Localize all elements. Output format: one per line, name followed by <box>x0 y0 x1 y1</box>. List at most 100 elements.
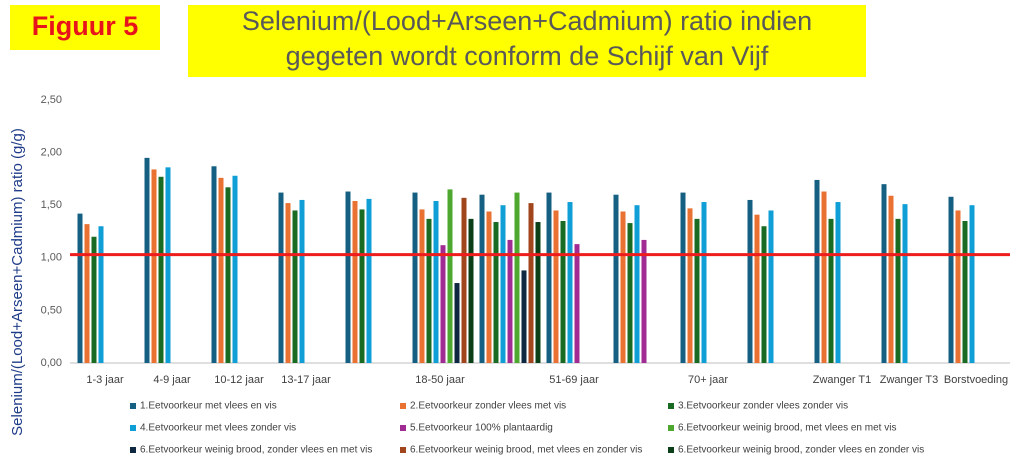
bar <box>634 205 640 363</box>
bar <box>761 226 767 363</box>
x-tick-label: Zwanger T1 <box>813 374 872 386</box>
legend-swatch <box>400 403 406 409</box>
bar <box>620 211 626 363</box>
bar <box>627 223 633 363</box>
bar <box>835 202 841 363</box>
bar <box>747 199 753 363</box>
bar <box>419 209 425 363</box>
x-tick-label: 4-9 jaar <box>153 374 191 386</box>
bar <box>98 226 104 363</box>
x-tick-label: 51-69 jaar <box>549 374 599 386</box>
x-tick-label: 18-50 jaar <box>415 374 465 386</box>
bar <box>521 270 527 363</box>
y-tick-label: 0,50 <box>41 304 62 316</box>
bar <box>84 224 90 363</box>
bar <box>486 211 492 363</box>
bar <box>479 194 485 363</box>
legend-label: 3.Eetvoorkeur zonder vlees zonder vis <box>678 401 848 412</box>
y-tick-label: 1,50 <box>41 199 62 211</box>
bar <box>165 167 171 363</box>
bar <box>359 209 365 363</box>
legend-label: 6.Eetvoorkeur weinig brood, zonder vlees… <box>140 445 372 456</box>
bar <box>218 177 224 363</box>
y-tick-label: 0,00 <box>41 357 62 369</box>
bar <box>211 166 217 363</box>
bar <box>821 191 827 363</box>
bar <box>77 213 83 363</box>
x-tick-label: 10-12 jaar <box>214 374 264 386</box>
bar <box>888 195 894 363</box>
legend-swatch <box>130 447 136 453</box>
bar <box>151 169 157 363</box>
bar <box>574 244 580 363</box>
bar <box>461 197 467 363</box>
legend-swatch <box>130 425 136 431</box>
bar <box>440 245 446 363</box>
bar <box>567 202 573 363</box>
x-tick-label: Zwanger T3 <box>880 374 939 386</box>
legend-label: 4.Eetvoorkeur met vlees zonder vis <box>140 423 296 434</box>
x-tick-label: 70+ jaar <box>688 374 728 386</box>
bar <box>352 200 358 363</box>
bar <box>895 218 901 363</box>
bar <box>902 204 908 363</box>
y-tick-label: 2,50 <box>41 94 62 106</box>
legend-label: 6.Eetvoorkeur weinig brood, met vlees en… <box>410 445 642 456</box>
bar <box>613 194 619 363</box>
bar <box>680 192 686 363</box>
bar <box>687 208 693 363</box>
bar <box>514 192 520 363</box>
legend-label: 6.Eetvoorkeur weinig brood, met vlees en… <box>678 423 896 434</box>
legend-label: 5.Eetvoorkeur 100% plantaardig <box>410 423 553 434</box>
bar <box>754 214 760 363</box>
legend-label: 6.Eetvoorkeur weinig brood, zonder vlees… <box>678 445 924 456</box>
badge-box <box>10 5 160 50</box>
bar <box>507 239 513 363</box>
x-tick-label: 1-3 jaar <box>86 374 124 386</box>
bar <box>433 200 439 363</box>
legend-label: 2.Eetvoorkeur zonder vlees met vis <box>410 401 566 412</box>
bar <box>560 220 566 363</box>
bar <box>553 210 559 363</box>
x-tick-label: Borstvoeding <box>944 374 1008 386</box>
bar <box>948 196 954 363</box>
bar <box>158 176 164 363</box>
bar <box>969 205 975 363</box>
bar <box>962 220 968 363</box>
bar <box>232 175 238 363</box>
legend-swatch <box>400 425 406 431</box>
legend-swatch <box>130 403 136 409</box>
bar <box>828 218 834 363</box>
bar <box>292 210 298 363</box>
bar <box>285 203 291 363</box>
bar <box>535 222 541 363</box>
bar <box>454 283 460 363</box>
bar <box>881 184 887 363</box>
bar <box>468 218 474 363</box>
bar <box>500 205 506 363</box>
chart-title: Selenium/(Lood+Arseen+Cadmium) ratio ind… <box>242 6 812 36</box>
bar <box>91 236 97 363</box>
bar <box>814 179 820 363</box>
bar <box>694 218 700 363</box>
y-tick-label: 2,00 <box>41 147 62 159</box>
y-tick-label: 1,00 <box>41 252 62 264</box>
bar <box>225 187 231 363</box>
bar <box>493 222 499 363</box>
bar <box>366 198 372 363</box>
bar <box>345 191 351 363</box>
legend-swatch <box>400 447 406 453</box>
legend-swatch <box>668 403 674 409</box>
bar <box>641 239 647 363</box>
legend-label: 1.Eetvoorkeur met vlees en vis <box>140 401 277 412</box>
legend-swatch <box>668 447 674 453</box>
bar <box>412 192 418 363</box>
bar <box>528 203 534 363</box>
bar <box>447 189 453 363</box>
bar <box>546 192 552 363</box>
bar <box>299 199 305 363</box>
x-tick-label: 13-17 jaar <box>281 374 331 386</box>
bar <box>768 210 774 363</box>
